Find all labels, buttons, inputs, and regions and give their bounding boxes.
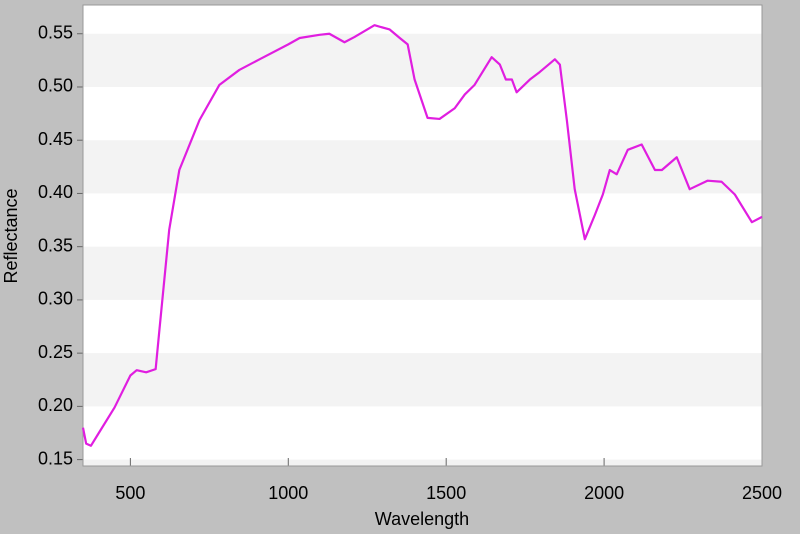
band bbox=[83, 33, 762, 87]
y-tick-label: 0.25 bbox=[38, 342, 73, 362]
band bbox=[83, 353, 762, 407]
x-tick-label: 2000 bbox=[584, 483, 624, 503]
y-tick-label: 0.45 bbox=[38, 129, 73, 149]
band bbox=[83, 459, 762, 466]
x-tick-label: 1000 bbox=[268, 483, 308, 503]
x-tick-label: 2500 bbox=[742, 483, 782, 503]
band bbox=[83, 246, 762, 300]
y-tick-label: 0.20 bbox=[38, 395, 73, 415]
x-tick-label: 1500 bbox=[426, 483, 466, 503]
y-tick-label: 0.15 bbox=[38, 448, 73, 468]
y-axis-label: Reflectance bbox=[1, 188, 21, 283]
y-tick-label: 0.55 bbox=[38, 22, 73, 42]
data-line bbox=[81, 24, 763, 447]
plot-frame bbox=[82, 4, 763, 467]
y-tick-label: 0.35 bbox=[38, 235, 73, 255]
y-tick-label: 0.40 bbox=[38, 182, 73, 202]
x-tick-label: 500 bbox=[115, 483, 145, 503]
y-tick-label: 0.30 bbox=[38, 289, 73, 309]
band bbox=[83, 140, 762, 194]
y-tick-label: 0.50 bbox=[38, 76, 73, 96]
x-axis-label: Wavelength bbox=[375, 509, 469, 529]
